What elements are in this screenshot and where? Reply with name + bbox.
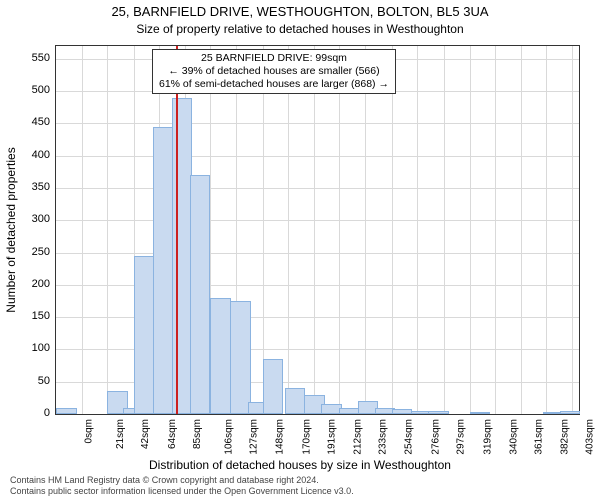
ytick-label: 350 — [20, 181, 50, 193]
gridline-v — [417, 46, 418, 414]
gridline-v — [82, 46, 83, 414]
gridline-v — [546, 46, 547, 414]
xtick-label: 21sqm — [115, 419, 126, 449]
annotation-line1: 25 BARNFIELD DRIVE: 99sqm — [159, 52, 389, 65]
gridline-v — [444, 46, 445, 414]
xtick-label: 148sqm — [275, 419, 286, 455]
gridline-v — [288, 46, 289, 414]
bar — [263, 359, 284, 414]
annotation-box: 25 BARNFIELD DRIVE: 99sqm ← 39% of detac… — [152, 49, 396, 94]
ytick-label: 450 — [20, 116, 50, 128]
ytick-label: 550 — [20, 52, 50, 64]
xtick-label: 212sqm — [352, 419, 363, 455]
gridline-v — [107, 46, 108, 414]
gridline-v — [314, 46, 315, 414]
footer-line2: Contains public sector information licen… — [10, 486, 354, 497]
bar — [210, 298, 231, 414]
gridline-v — [521, 46, 522, 414]
bar — [134, 256, 155, 414]
xtick-label: 276sqm — [430, 419, 441, 455]
ytick-label: 400 — [20, 149, 50, 161]
gridline-v — [392, 46, 393, 414]
bar — [285, 388, 306, 414]
xtick-label: 42sqm — [140, 419, 151, 449]
gridline-v — [339, 46, 340, 414]
footer-line1: Contains HM Land Registry data © Crown c… — [10, 475, 354, 486]
footer-attribution: Contains HM Land Registry data © Crown c… — [10, 475, 354, 498]
gridline-v — [495, 46, 496, 414]
xtick-label: 0sqm — [83, 419, 94, 443]
xtick-label: 382sqm — [559, 419, 570, 455]
xtick-label: 361sqm — [534, 419, 545, 455]
y-axis-label: Number of detached properties — [4, 147, 18, 312]
ytick-label: 100 — [20, 342, 50, 354]
chart-title-1: 25, BARNFIELD DRIVE, WESTHOUGHTON, BOLTO… — [0, 4, 600, 19]
bar — [230, 301, 251, 414]
xtick-label: 106sqm — [224, 419, 235, 455]
gridline-v — [365, 46, 366, 414]
xtick-label: 254sqm — [404, 419, 415, 455]
annotation-line2: ← 39% of detached houses are smaller (56… — [159, 65, 389, 78]
xtick-label: 191sqm — [327, 419, 338, 455]
xtick-label: 233sqm — [378, 419, 389, 455]
ytick-label: 200 — [20, 278, 50, 290]
xtick-label: 403sqm — [585, 419, 596, 455]
ytick-label: 0 — [20, 407, 50, 419]
xtick-label: 297sqm — [456, 419, 467, 455]
xtick-label: 170sqm — [301, 419, 312, 455]
xtick-label: 85sqm — [192, 419, 203, 449]
marker-vline — [176, 46, 178, 414]
bar — [428, 411, 449, 414]
ytick-label: 150 — [20, 310, 50, 322]
x-axis-label: Distribution of detached houses by size … — [0, 458, 600, 472]
ytick-label: 300 — [20, 213, 50, 225]
bar — [392, 409, 413, 414]
ytick-label: 50 — [20, 375, 50, 387]
xtick-label: 340sqm — [508, 419, 519, 455]
xtick-label: 319sqm — [483, 419, 494, 455]
bar — [190, 175, 211, 414]
bar — [470, 412, 491, 414]
chart-title-2: Size of property relative to detached ho… — [0, 22, 600, 36]
ytick-label: 250 — [20, 246, 50, 258]
bar — [56, 408, 77, 414]
xtick-label: 127sqm — [249, 419, 260, 455]
annotation-line3: 61% of semi-detached houses are larger (… — [159, 78, 389, 91]
ytick-label: 500 — [20, 84, 50, 96]
bar — [560, 411, 581, 414]
xtick-label: 64sqm — [167, 419, 178, 449]
gridline-v — [470, 46, 471, 414]
plot-area: 25 BARNFIELD DRIVE: 99sqm ← 39% of detac… — [55, 45, 580, 415]
gridline-v — [572, 46, 573, 414]
